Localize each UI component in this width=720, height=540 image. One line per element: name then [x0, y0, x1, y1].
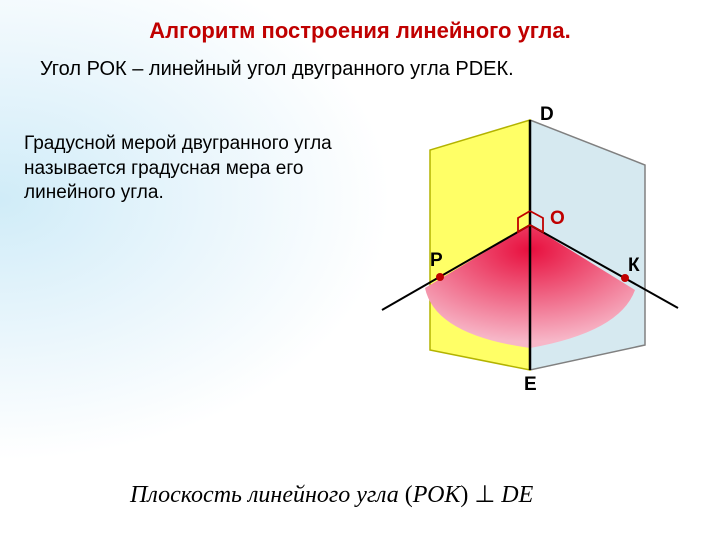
- formula-open: (: [405, 482, 413, 508]
- subtitle: Угол РОК – линейный угол двугранного угл…: [40, 58, 514, 81]
- formula-inner: РОК: [413, 482, 461, 508]
- label-O: O: [550, 208, 565, 230]
- dihedral-angle-diagram: D E O Р К: [370, 110, 690, 400]
- page-title: Алгоритм построения линейного угла.: [0, 18, 720, 44]
- point-P: [436, 273, 444, 281]
- diagram-svg: [370, 110, 690, 400]
- label-D: D: [540, 104, 554, 126]
- definition-text: Градусной мерой двугранного угла называе…: [24, 132, 354, 206]
- label-K: К: [628, 255, 640, 277]
- label-E: E: [524, 374, 537, 396]
- formula-tail: DE: [501, 482, 533, 508]
- label-P: Р: [430, 250, 443, 272]
- formula-prefix: Плоскость линейного угла: [130, 482, 405, 508]
- formula: Плоскость линейного угла (РОК) ⊥ DE: [130, 480, 533, 509]
- formula-perp: ⊥: [468, 482, 501, 508]
